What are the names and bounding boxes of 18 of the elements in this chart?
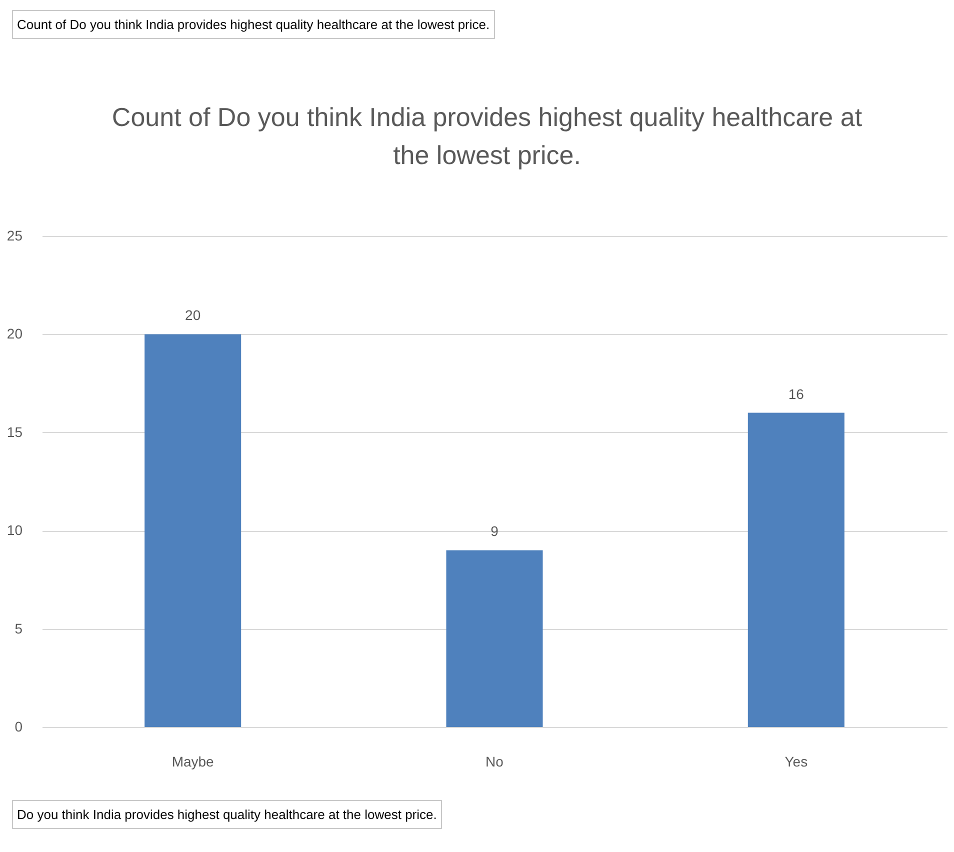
bar: [748, 412, 844, 727]
x-tick-label: Maybe: [172, 754, 214, 770]
y-tick-label: 25: [6, 228, 23, 244]
y-tick-label: 15: [6, 424, 23, 440]
bar: [446, 550, 543, 727]
y-tick-label: 5: [14, 620, 23, 636]
data-label: 20: [185, 307, 201, 324]
x-tick-label: No: [486, 754, 504, 770]
y-tick-label: 0: [14, 718, 23, 734]
text: Count of Do you think India provides highest quality healthcare at the lowest price.: [12, 10, 495, 39]
y-tick-label: 20: [6, 326, 23, 342]
bar: [144, 334, 242, 727]
y-tick-label: 10: [6, 522, 23, 538]
data-label: 16: [788, 386, 804, 402]
chart-title: Count of Do you think India provides highest quality healthcare at the lowest price.: [110, 101, 864, 172]
data-label: 9: [490, 523, 499, 540]
x-tick-label: Yes: [784, 754, 808, 770]
text: Do you think India provides highest quality healthcare at the lowest price.: [12, 800, 442, 829]
